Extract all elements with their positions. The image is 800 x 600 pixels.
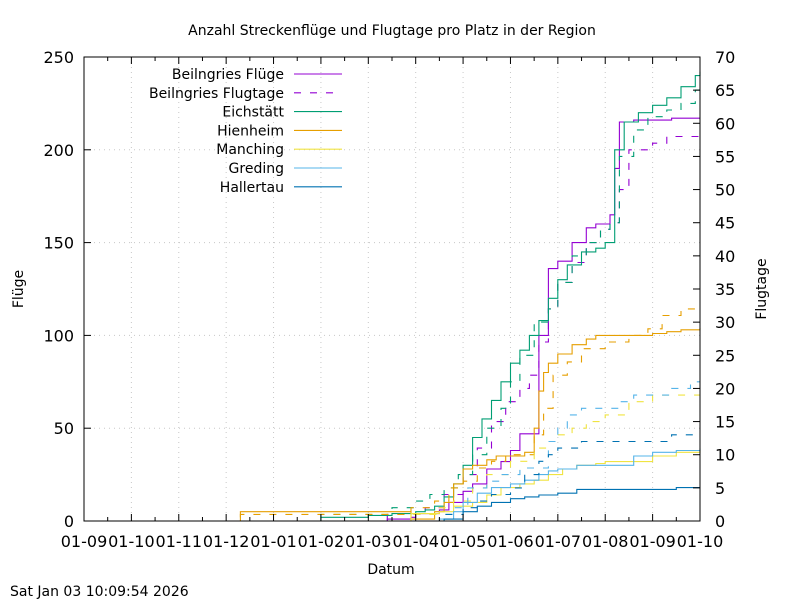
series-group [84,71,701,522]
x-tick-label: 01-07 [535,532,582,551]
y-tick-label: 200 [43,141,74,160]
series-line-manching-flugtage [84,394,700,522]
legend-label: Hienheim [217,123,284,139]
y2-tick-label: 20 [715,379,735,398]
x-tick-label: 01-09 [61,532,108,551]
series-line-eichst-tt-flugtage [84,83,701,522]
series-line-hallertau-flugtage [84,434,700,522]
y2-tick-label: 40 [715,247,735,266]
y-tick-label: 100 [43,326,74,345]
x-tick-label: 01-10 [108,532,155,551]
y-tick-label: 0 [64,512,74,531]
y-tick-label: 50 [54,419,74,438]
x-tick-label: 01-10 [677,532,724,551]
legend: Beilngries Flüge Beilngries Flugtage Eichs… [149,67,342,196]
y2-tick-label: 25 [715,346,735,365]
y2-axis-title: Flugtage [754,258,770,319]
series-line-hallertau [84,487,700,522]
x-tick-label: 01-02 [298,532,345,551]
x-tick-label: 01-04 [392,532,439,551]
y2-tick-label: 35 [715,280,735,299]
legend-label: Manching [216,142,284,158]
y-axis-title: Flüge [11,270,27,308]
x-tick-label: 01-05 [440,532,487,551]
legend-label: Hallertau [220,180,284,196]
series-line-eichst-tt [84,71,701,522]
y-tick-label: 250 [43,48,74,67]
y-tick-label: 150 [43,234,74,253]
x-axis-title: Datum [367,562,414,578]
y2-tick-label: 30 [715,313,735,332]
chart-title: Anzahl Streckenflüge und Flugtage pro Pl… [188,23,596,39]
grid [84,57,700,521]
legend-label: Greding [229,161,284,177]
timestamp: Sat Jan 03 10:09:54 2026 [10,584,189,600]
legend-label: Beilngries Flüge [172,67,284,83]
legend-label: Eichstätt [222,105,284,121]
series-line-beilngries-fl-ge [84,117,700,522]
y2-tick-label: 15 [715,413,735,432]
x-tick-label: 01-03 [345,532,392,551]
series-line-greding [84,448,701,522]
ticks-group: 01-09 01-10 01-11 01-12 01-01 01-02 01-03 01-04… [43,48,735,551]
x-tick-label: 01-01 [250,532,297,551]
x-tick-label: 01-09 [629,532,676,551]
series-line-manching [84,450,701,522]
x-tick-label: 01-06 [487,532,534,551]
y2-tick-label: 45 [715,214,735,233]
y2-tick-label: 60 [715,114,735,133]
y2-tick-label: 55 [715,147,735,166]
y2-tick-label: 50 [715,181,735,200]
x-tick-label: 01-11 [156,532,203,551]
x-tick-label: 01-12 [203,532,250,551]
legend-label: Beilngries Flugtage [149,86,284,102]
x-tick-label: 01-08 [582,532,629,551]
y2-tick-label: 70 [715,48,735,67]
y2-tick-label: 10 [715,446,735,465]
y2-tick-label: 5 [715,479,725,498]
y2-tick-label: 65 [715,81,735,100]
series-line-beilngries-flugtage [84,135,700,522]
series-line-hienheim [84,328,701,522]
y2-tick-label: 0 [715,512,725,531]
plot-border [83,56,701,522]
series-line-greding-flugtage [84,381,700,522]
